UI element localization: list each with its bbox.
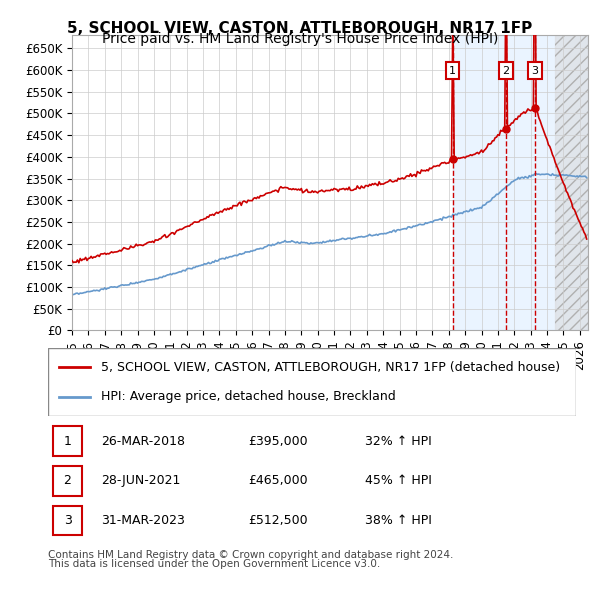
Text: 5, SCHOOL VIEW, CASTON, ATTLEBOROUGH, NR17 1FP (detached house): 5, SCHOOL VIEW, CASTON, ATTLEBOROUGH, NR… — [101, 360, 560, 373]
FancyBboxPatch shape — [48, 348, 576, 416]
Text: 32% ↑ HPI: 32% ↑ HPI — [365, 435, 431, 448]
Text: 1: 1 — [449, 66, 456, 76]
Text: 31-MAR-2023: 31-MAR-2023 — [101, 514, 185, 527]
Text: £395,000: £395,000 — [248, 435, 308, 448]
Text: Price paid vs. HM Land Registry's House Price Index (HPI): Price paid vs. HM Land Registry's House … — [102, 32, 498, 47]
FancyBboxPatch shape — [53, 427, 82, 456]
Bar — [555, 35, 588, 330]
Text: This data is licensed under the Open Government Licence v3.0.: This data is licensed under the Open Gov… — [48, 559, 380, 569]
Text: £465,000: £465,000 — [248, 474, 308, 487]
Text: 2: 2 — [64, 474, 71, 487]
Text: 28-JUN-2021: 28-JUN-2021 — [101, 474, 180, 487]
Text: 3: 3 — [64, 514, 71, 527]
Bar — [555, 35, 588, 330]
Text: HPI: Average price, detached house, Breckland: HPI: Average price, detached house, Brec… — [101, 391, 395, 404]
Text: 5, SCHOOL VIEW, CASTON, ATTLEBOROUGH, NR17 1FP: 5, SCHOOL VIEW, CASTON, ATTLEBOROUGH, NR… — [67, 21, 533, 35]
FancyBboxPatch shape — [53, 466, 82, 496]
Text: 3: 3 — [531, 66, 538, 76]
Text: Contains HM Land Registry data © Crown copyright and database right 2024.: Contains HM Land Registry data © Crown c… — [48, 550, 454, 560]
Text: 2: 2 — [502, 66, 509, 76]
Text: 45% ↑ HPI: 45% ↑ HPI — [365, 474, 431, 487]
Text: 26-MAR-2018: 26-MAR-2018 — [101, 435, 185, 448]
Text: £512,500: £512,500 — [248, 514, 308, 527]
Text: 38% ↑ HPI: 38% ↑ HPI — [365, 514, 431, 527]
FancyBboxPatch shape — [53, 506, 82, 535]
Bar — [452, 35, 588, 330]
Text: 1: 1 — [64, 435, 71, 448]
